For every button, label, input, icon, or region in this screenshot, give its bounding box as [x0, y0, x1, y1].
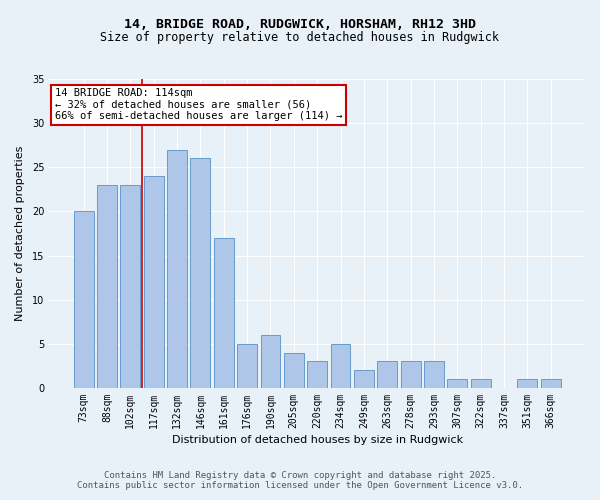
Bar	[541, 379, 560, 388]
Text: 14 BRIDGE ROAD: 114sqm
← 32% of detached houses are smaller (56)
66% of semi-det: 14 BRIDGE ROAD: 114sqm ← 32% of detached…	[55, 88, 342, 122]
Y-axis label: Number of detached properties: Number of detached properties	[15, 146, 25, 321]
Bar	[377, 362, 397, 388]
Bar	[354, 370, 374, 388]
Bar	[237, 344, 257, 388]
Bar	[284, 352, 304, 388]
Bar	[331, 344, 350, 388]
Bar	[401, 362, 421, 388]
Bar	[260, 335, 280, 388]
Bar	[167, 150, 187, 388]
Bar	[307, 362, 327, 388]
X-axis label: Distribution of detached houses by size in Rudgwick: Distribution of detached houses by size …	[172, 435, 463, 445]
Bar	[471, 379, 491, 388]
Bar	[190, 158, 210, 388]
Bar	[74, 212, 94, 388]
Bar	[121, 185, 140, 388]
Bar	[424, 362, 444, 388]
Bar	[448, 379, 467, 388]
Bar	[144, 176, 164, 388]
Bar	[97, 185, 117, 388]
Text: Size of property relative to detached houses in Rudgwick: Size of property relative to detached ho…	[101, 31, 499, 44]
Bar	[214, 238, 233, 388]
Text: Contains HM Land Registry data © Crown copyright and database right 2025.
Contai: Contains HM Land Registry data © Crown c…	[77, 470, 523, 490]
Bar	[517, 379, 537, 388]
Text: 14, BRIDGE ROAD, RUDGWICK, HORSHAM, RH12 3HD: 14, BRIDGE ROAD, RUDGWICK, HORSHAM, RH12…	[124, 18, 476, 30]
